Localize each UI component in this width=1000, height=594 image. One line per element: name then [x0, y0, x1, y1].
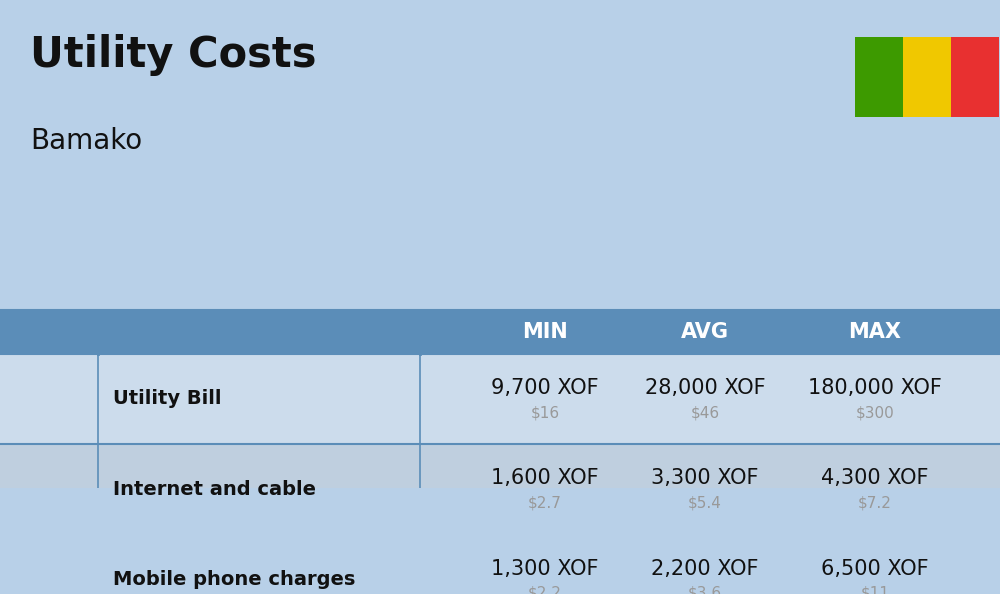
Text: MAX: MAX	[848, 322, 902, 342]
Text: 1,600 XOF: 1,600 XOF	[491, 469, 599, 488]
Text: $46: $46	[690, 405, 720, 420]
Text: Internet and cable: Internet and cable	[113, 480, 316, 499]
Text: 28,000 XOF: 28,000 XOF	[645, 378, 765, 398]
Text: MIN: MIN	[522, 322, 568, 342]
FancyBboxPatch shape	[855, 37, 903, 117]
Text: $3.6: $3.6	[688, 586, 722, 594]
FancyBboxPatch shape	[0, 535, 1000, 594]
Text: 6,500 XOF: 6,500 XOF	[821, 559, 929, 579]
Text: Utility Bill: Utility Bill	[113, 390, 222, 409]
FancyBboxPatch shape	[0, 444, 1000, 535]
Text: Utility Costs: Utility Costs	[30, 34, 316, 76]
Text: $16: $16	[530, 405, 560, 420]
Text: Bamako: Bamako	[30, 127, 142, 155]
Text: 2,200 XOF: 2,200 XOF	[651, 559, 759, 579]
FancyBboxPatch shape	[0, 310, 1000, 354]
FancyBboxPatch shape	[951, 37, 999, 117]
Text: 1,300 XOF: 1,300 XOF	[491, 559, 599, 579]
Text: 180,000 XOF: 180,000 XOF	[808, 378, 942, 398]
Text: AVG: AVG	[681, 322, 729, 342]
Text: $300: $300	[856, 405, 894, 420]
Text: Mobile phone charges: Mobile phone charges	[113, 570, 355, 589]
Text: $2.2: $2.2	[528, 586, 562, 594]
Text: $2.7: $2.7	[528, 495, 562, 510]
Text: 4,300 XOF: 4,300 XOF	[821, 469, 929, 488]
FancyBboxPatch shape	[903, 37, 951, 117]
Text: 9,700 XOF: 9,700 XOF	[491, 378, 599, 398]
Text: $11: $11	[860, 586, 890, 594]
Text: $5.4: $5.4	[688, 495, 722, 510]
FancyBboxPatch shape	[0, 354, 1000, 444]
Text: $7.2: $7.2	[858, 495, 892, 510]
Text: 3,300 XOF: 3,300 XOF	[651, 469, 759, 488]
